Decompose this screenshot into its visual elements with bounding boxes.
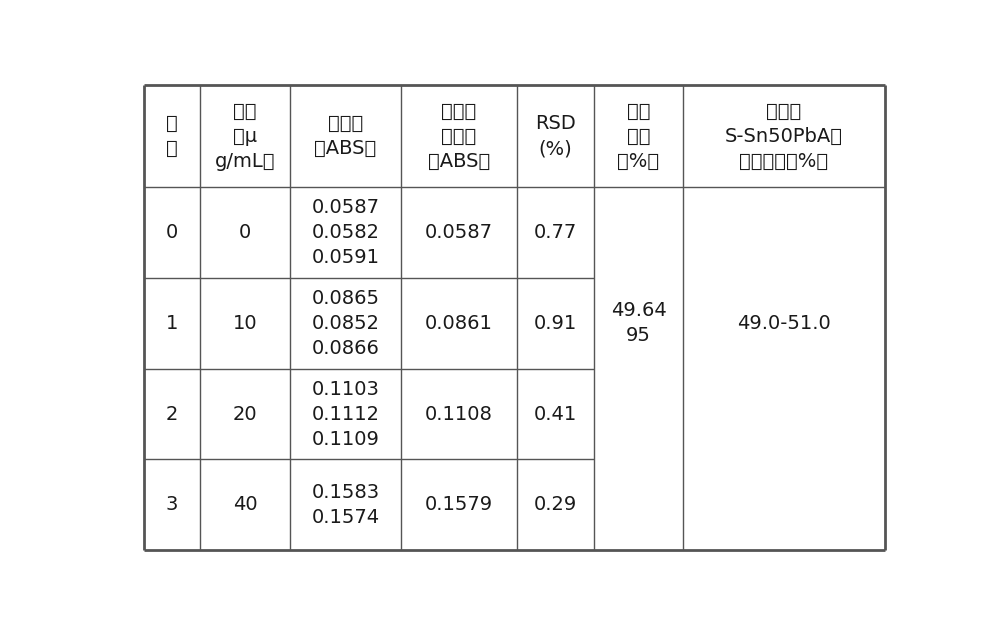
Text: 测得
结果
（%）: 测得 结果 （%）: [617, 102, 660, 171]
Text: 0.0861: 0.0861: [425, 314, 493, 333]
Text: 0: 0: [239, 223, 251, 242]
Text: 0.77: 0.77: [533, 223, 577, 242]
Text: 序
号: 序 号: [166, 114, 178, 159]
Text: 0.0587: 0.0587: [425, 223, 493, 242]
Text: 吸光度
（ABS）: 吸光度 （ABS）: [314, 114, 377, 159]
Text: 0.1103
0.1112
0.1109: 0.1103 0.1112 0.1109: [311, 380, 379, 448]
Text: 0.29: 0.29: [533, 495, 577, 515]
Text: 0.91: 0.91: [533, 314, 577, 333]
Text: 牌号为
S-Sn50PbA锡
含量范围（%）: 牌号为 S-Sn50PbA锡 含量范围（%）: [725, 102, 843, 171]
Text: 40: 40: [233, 495, 257, 515]
Text: 浓度
（μ
g/mL）: 浓度 （μ g/mL）: [215, 102, 275, 171]
Text: 49.0-51.0: 49.0-51.0: [737, 314, 831, 333]
Text: 20: 20: [233, 404, 257, 423]
Text: 0.0587
0.0582
0.0591: 0.0587 0.0582 0.0591: [311, 198, 379, 267]
Text: 10: 10: [233, 314, 257, 333]
Text: 0.1583
0.1574: 0.1583 0.1574: [311, 483, 380, 527]
Text: 吸光度
平均值
（ABS）: 吸光度 平均值 （ABS）: [428, 102, 490, 171]
Text: 0.41: 0.41: [533, 404, 577, 423]
Text: 1: 1: [166, 314, 178, 333]
Text: 0.1108: 0.1108: [425, 404, 493, 423]
Text: 0.1579: 0.1579: [425, 495, 493, 515]
Text: RSD
(%): RSD (%): [535, 114, 575, 159]
Text: 49.64
95: 49.64 95: [611, 301, 666, 345]
Text: 0.0865
0.0852
0.0866: 0.0865 0.0852 0.0866: [311, 289, 379, 358]
Text: 3: 3: [166, 495, 178, 515]
Text: 0: 0: [166, 223, 178, 242]
Text: 2: 2: [166, 404, 178, 423]
